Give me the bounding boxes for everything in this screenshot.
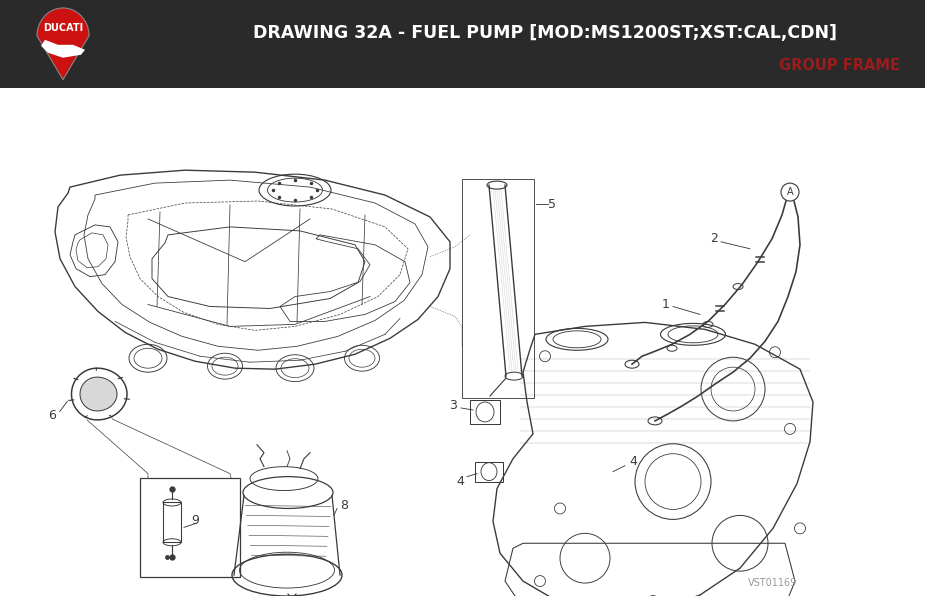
Bar: [462, 179, 534, 398]
Text: 4: 4: [456, 475, 464, 488]
Text: 4: 4: [629, 455, 637, 468]
Bar: [475, 462, 503, 482]
Text: GROUP FRAME: GROUP FRAME: [779, 58, 900, 73]
Text: DRAWING 32A - FUEL PUMP [MOD:MS1200ST;XST:CAL,CDN]: DRAWING 32A - FUEL PUMP [MOD:MS1200ST;XS…: [253, 24, 837, 42]
Text: VST01169: VST01169: [748, 578, 797, 588]
Text: A: A: [786, 187, 794, 197]
Text: 5: 5: [548, 197, 556, 210]
Text: 3: 3: [449, 399, 457, 412]
Polygon shape: [37, 8, 89, 80]
Bar: [163, 502, 181, 542]
Polygon shape: [80, 377, 117, 411]
Text: 1: 1: [662, 298, 670, 311]
Bar: [140, 477, 240, 577]
Text: 9: 9: [191, 514, 199, 527]
Text: 8: 8: [340, 499, 348, 512]
Text: DUCATI: DUCATI: [43, 23, 83, 33]
Text: 2: 2: [710, 232, 718, 246]
Text: 6: 6: [48, 409, 55, 423]
Polygon shape: [41, 40, 85, 58]
